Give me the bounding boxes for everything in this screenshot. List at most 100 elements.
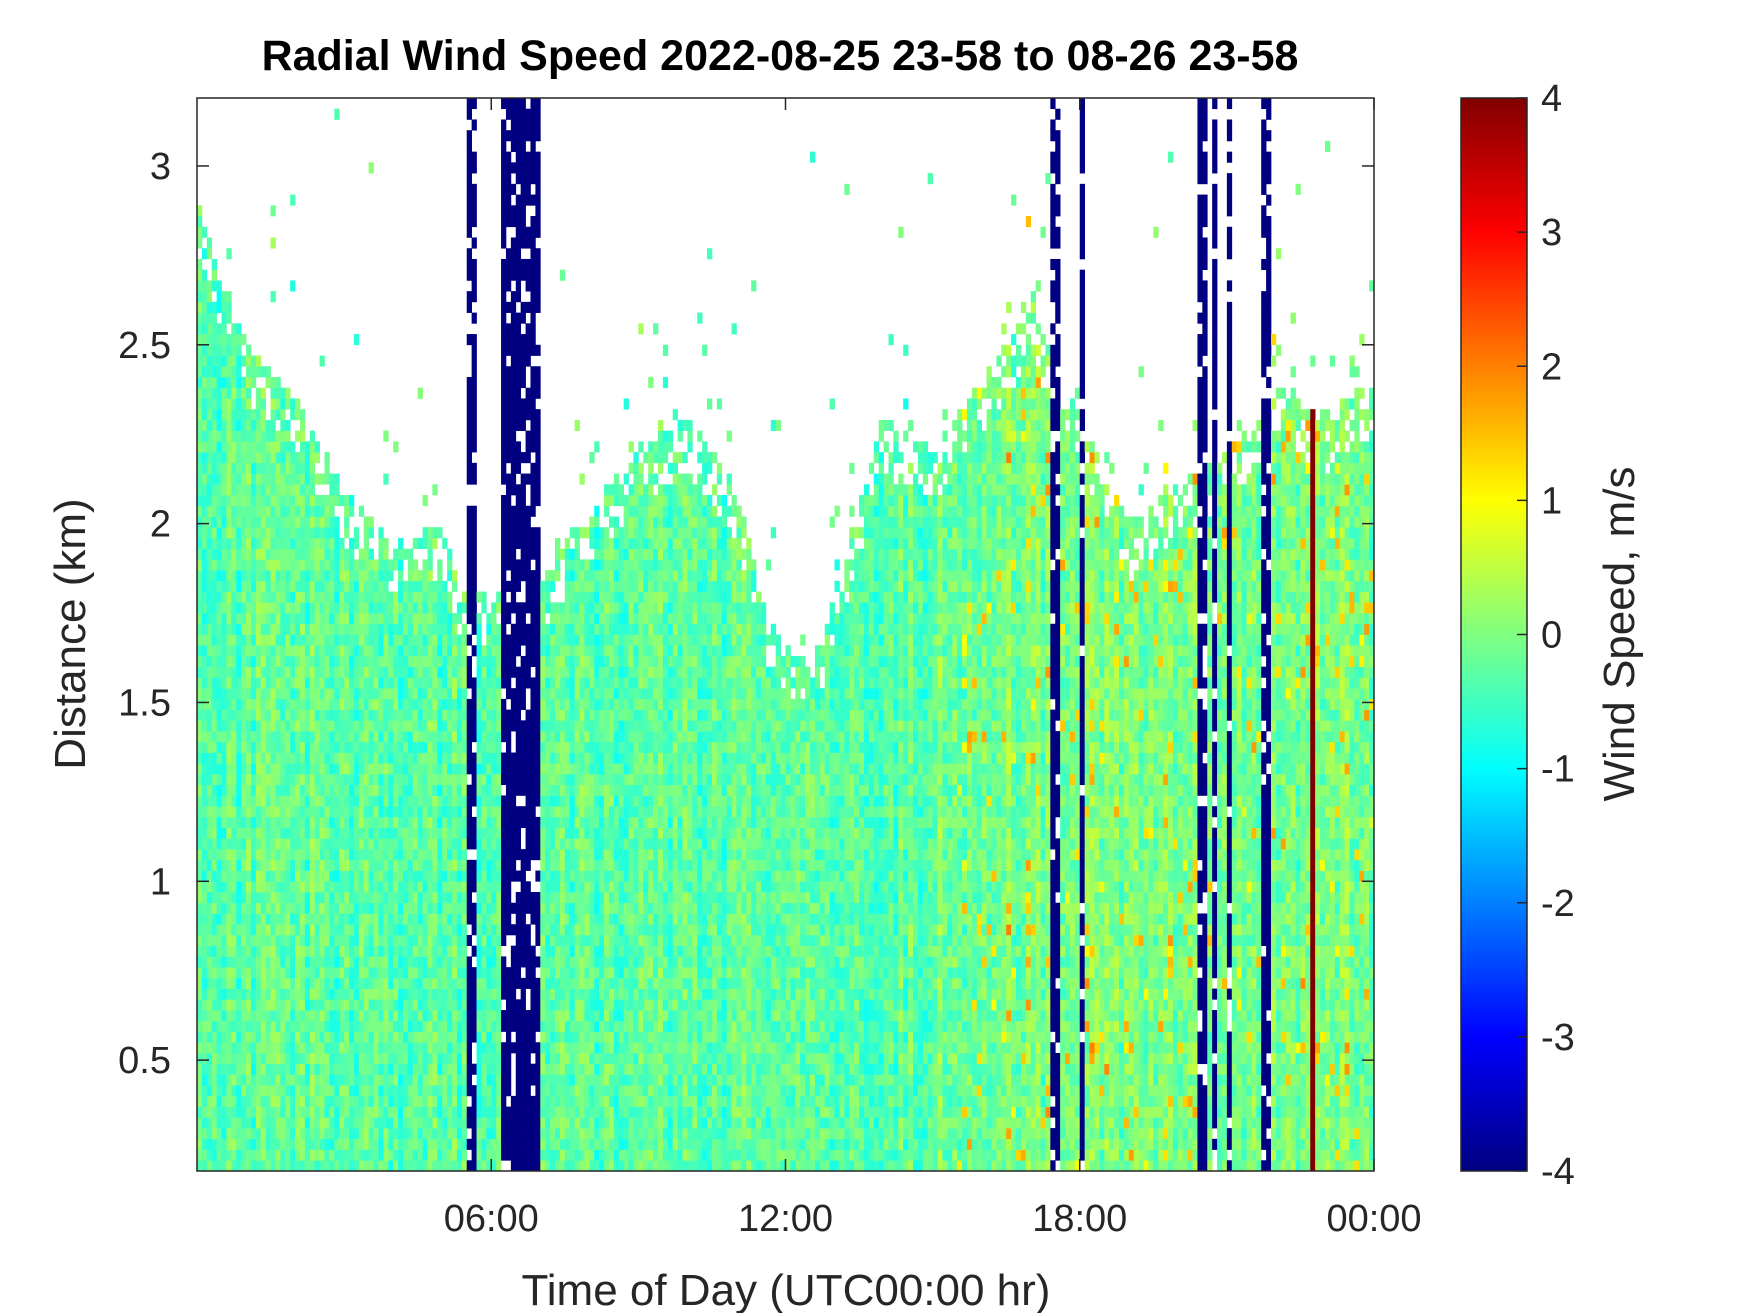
heatmap-cell [452, 977, 458, 989]
heatmap-cell [334, 655, 340, 668]
heatmap-cell [407, 806, 414, 818]
heatmap-cell [319, 763, 325, 775]
heatmap-cell [383, 827, 389, 839]
heatmap-cell [383, 902, 389, 914]
heatmap-cell [491, 1128, 497, 1140]
heatmap-cell [201, 827, 208, 839]
heatmap-cell [285, 688, 291, 700]
heatmap-cell [197, 430, 203, 442]
heatmap-cell [383, 945, 389, 957]
heatmap-cell [324, 752, 330, 764]
heatmap-cell [211, 355, 217, 367]
heatmap-cell [515, 344, 522, 356]
heatmap-cell [452, 1063, 458, 1075]
heatmap-cell [525, 430, 531, 442]
heatmap-cell [275, 816, 281, 828]
heatmap-cell [398, 806, 404, 818]
heatmap-cell [466, 881, 472, 893]
heatmap-cell [353, 892, 360, 904]
heatmap-cell [515, 1128, 522, 1140]
heatmap-cell [226, 344, 232, 356]
heatmap-cell [368, 527, 374, 539]
heatmap-cell [515, 956, 522, 968]
heatmap-cell [197, 591, 203, 603]
heatmap-cell [481, 784, 487, 796]
heatmap-cell [334, 838, 340, 850]
heatmap-cell [393, 902, 399, 914]
heatmap-cell [456, 806, 463, 818]
heatmap-cell [270, 1095, 276, 1107]
heatmap-cell [535, 645, 541, 657]
heatmap-cell [319, 741, 325, 753]
heatmap-cell [486, 967, 492, 979]
heatmap-cell [481, 731, 487, 743]
heatmap-cell [422, 859, 428, 871]
heatmap-cell [530, 441, 536, 453]
heatmap-cell [319, 570, 325, 582]
heatmap-cell [299, 892, 306, 904]
heatmap-cell [201, 473, 208, 485]
heatmap-cell [447, 1085, 453, 1097]
heatmap-cell [299, 462, 306, 474]
heatmap-cell [476, 763, 482, 775]
heatmap-cell [241, 655, 247, 668]
heatmap-cell [471, 870, 477, 882]
heatmap-cell [201, 1128, 208, 1140]
heatmap-cell [265, 591, 271, 603]
heatmap-cell [250, 838, 257, 850]
heatmap-cell [535, 838, 541, 850]
heatmap-cell [319, 473, 325, 485]
heatmap-cell [452, 645, 458, 657]
heatmap-cell [270, 698, 276, 710]
heatmap-cell [353, 1052, 360, 1065]
heatmap-cell [211, 323, 217, 335]
heatmap-cell [314, 559, 320, 571]
heatmap-cell [363, 570, 369, 582]
heatmap-cell [383, 1052, 389, 1065]
heatmap-cell [535, 591, 541, 603]
heatmap-cell [530, 366, 536, 378]
heatmap-cell [417, 1063, 423, 1075]
heatmap-cell [437, 924, 443, 936]
heatmap-cell [255, 1074, 262, 1086]
heatmap-cell [486, 913, 492, 925]
heatmap-cell [486, 752, 492, 764]
heatmap-cell [456, 1106, 463, 1118]
heatmap-cell [250, 731, 257, 743]
heatmap-cell [241, 795, 247, 807]
heatmap-cell [201, 269, 208, 281]
heatmap-cell [540, 1138, 546, 1150]
heatmap-cell [422, 945, 428, 957]
heatmap-cell [373, 870, 379, 882]
heatmap-cell [226, 516, 232, 528]
heatmap-cell [270, 495, 276, 507]
heatmap-cell [329, 570, 335, 582]
heatmap-cell [211, 452, 217, 464]
heatmap-cell [201, 838, 208, 850]
heatmap-cell [501, 763, 507, 775]
heatmap-cell [353, 720, 360, 732]
heatmap-cell [363, 537, 369, 550]
heatmap-cell [412, 645, 419, 657]
heatmap-cell [206, 237, 213, 249]
heatmap-cell [505, 999, 512, 1011]
heatmap-cell [324, 1095, 330, 1107]
heatmap-cell [491, 720, 497, 732]
heatmap-cell [520, 258, 526, 271]
heatmap-cell [501, 376, 507, 389]
heatmap-cell [471, 945, 477, 957]
heatmap-cell [309, 1063, 316, 1075]
heatmap-cell [525, 237, 531, 249]
heatmap-cell [295, 516, 301, 528]
heatmap-cell [265, 677, 271, 689]
heatmap-cell [505, 913, 512, 925]
heatmap-cell [545, 1031, 551, 1043]
heatmap-cell [515, 720, 522, 732]
heatmap-cell [383, 591, 389, 603]
heatmap-cell [456, 613, 463, 625]
heatmap-cell [299, 838, 306, 850]
heatmap-cell [447, 849, 453, 861]
heatmap-cell [314, 999, 320, 1011]
heatmap-cell [368, 849, 374, 861]
heatmap-cell [197, 870, 203, 882]
